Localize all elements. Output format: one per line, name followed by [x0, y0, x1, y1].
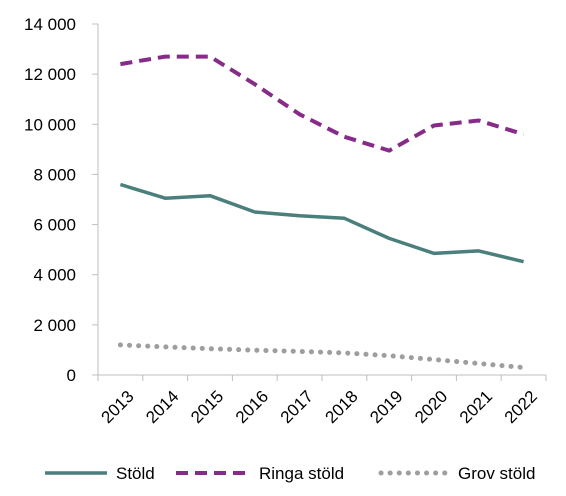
legend-item: Grov stöld	[378, 464, 535, 483]
y-tick-label: 4 000	[33, 266, 76, 285]
x-axis-ticks: 2013 2014 2015 2016 2017 2018 2019 2020 2021 2022	[97, 375, 547, 427]
series-stöld	[119, 182, 525, 264]
y-tick-label: 6 000	[33, 216, 76, 235]
series-ringa-stöld	[120, 54, 525, 153]
x-tick-label: 2013	[98, 387, 138, 427]
series-line	[120, 54, 525, 153]
series-line	[117, 342, 527, 370]
x-tick-label: 2014	[142, 387, 182, 427]
x-tick-label: 2022	[501, 387, 541, 427]
y-tick-label: 12 000	[24, 65, 76, 84]
legend-item: Ringa stöld	[176, 464, 344, 483]
x-tick-label: 2015	[187, 387, 227, 427]
y-tick-label: 14 000	[24, 15, 76, 34]
x-tick-label: 2016	[232, 387, 272, 427]
legend: Stöld Ringa stöld Grov stöld	[45, 464, 535, 483]
series-layer	[117, 54, 527, 370]
x-tick-label: 2017	[277, 387, 317, 427]
x-tick-label: 2021	[456, 387, 496, 427]
y-tick-label: 10 000	[24, 115, 76, 134]
series-grov-stöld	[117, 342, 527, 370]
legend-label: Grov stöld	[458, 464, 535, 483]
x-tick-label: 2018	[322, 387, 362, 427]
legend-label: Ringa stöld	[259, 464, 344, 483]
x-tick-label: 2020	[411, 387, 451, 427]
legend-item: Stöld	[45, 464, 155, 483]
legend-label: Stöld	[116, 464, 155, 483]
y-tick-label: 0	[67, 366, 76, 385]
y-axis-ticks: 0 2 000 4 000 6 000 8 000 10 000 12 000 14 000	[24, 15, 98, 385]
series-line	[119, 182, 525, 264]
x-tick-label: 2019	[366, 387, 406, 427]
y-tick-label: 8 000	[33, 165, 76, 184]
y-tick-label: 2 000	[33, 316, 76, 335]
